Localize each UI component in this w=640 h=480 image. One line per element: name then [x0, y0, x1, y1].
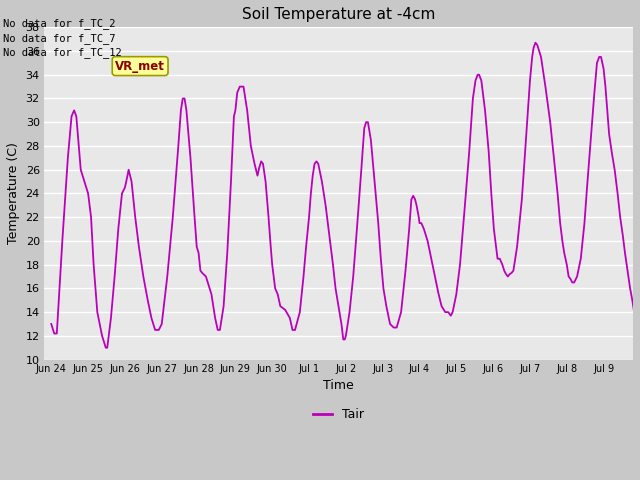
Text: VR_met: VR_met: [115, 60, 165, 72]
Text: No data for f_TC_2: No data for f_TC_2: [3, 18, 116, 29]
Text: No data for f_TC_12: No data for f_TC_12: [3, 47, 122, 58]
X-axis label: Time: Time: [323, 379, 354, 392]
Y-axis label: Temperature (C): Temperature (C): [7, 143, 20, 244]
Text: No data for f_TC_7: No data for f_TC_7: [3, 33, 116, 44]
Legend: Tair: Tair: [308, 404, 369, 426]
Title: Soil Temperature at -4cm: Soil Temperature at -4cm: [242, 7, 435, 22]
